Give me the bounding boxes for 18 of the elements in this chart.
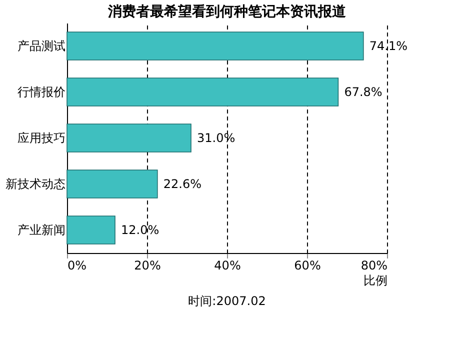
- x-tick-label: 40%: [214, 258, 241, 272]
- y-tick-label: 产品测试: [18, 39, 66, 53]
- y-tick-label: 新技术动态: [6, 177, 66, 191]
- y-tick-label: 应用技巧: [18, 131, 66, 145]
- chart-title: 消费者最希望看到何种笔记本资讯报道: [107, 3, 347, 20]
- y-tick-label: 产业新闻: [18, 223, 66, 237]
- x-tick-label: 20%: [134, 258, 161, 272]
- data-label: 74.1%: [369, 39, 408, 53]
- y-tick-label: 行情报价: [18, 85, 66, 99]
- data-label: 31.0%: [197, 131, 236, 145]
- data-label: 12.0%: [121, 223, 160, 237]
- data-label: 22.6%: [163, 177, 202, 191]
- x-tick-label: 0%: [68, 258, 87, 272]
- data-label: 67.8%: [344, 85, 382, 99]
- x-axis-title: 比例: [364, 274, 388, 288]
- text: 时间:2007.02: [188, 294, 266, 308]
- x-tick-label: 80%: [360, 258, 388, 272]
- x-tick-label: 60%: [294, 258, 321, 272]
